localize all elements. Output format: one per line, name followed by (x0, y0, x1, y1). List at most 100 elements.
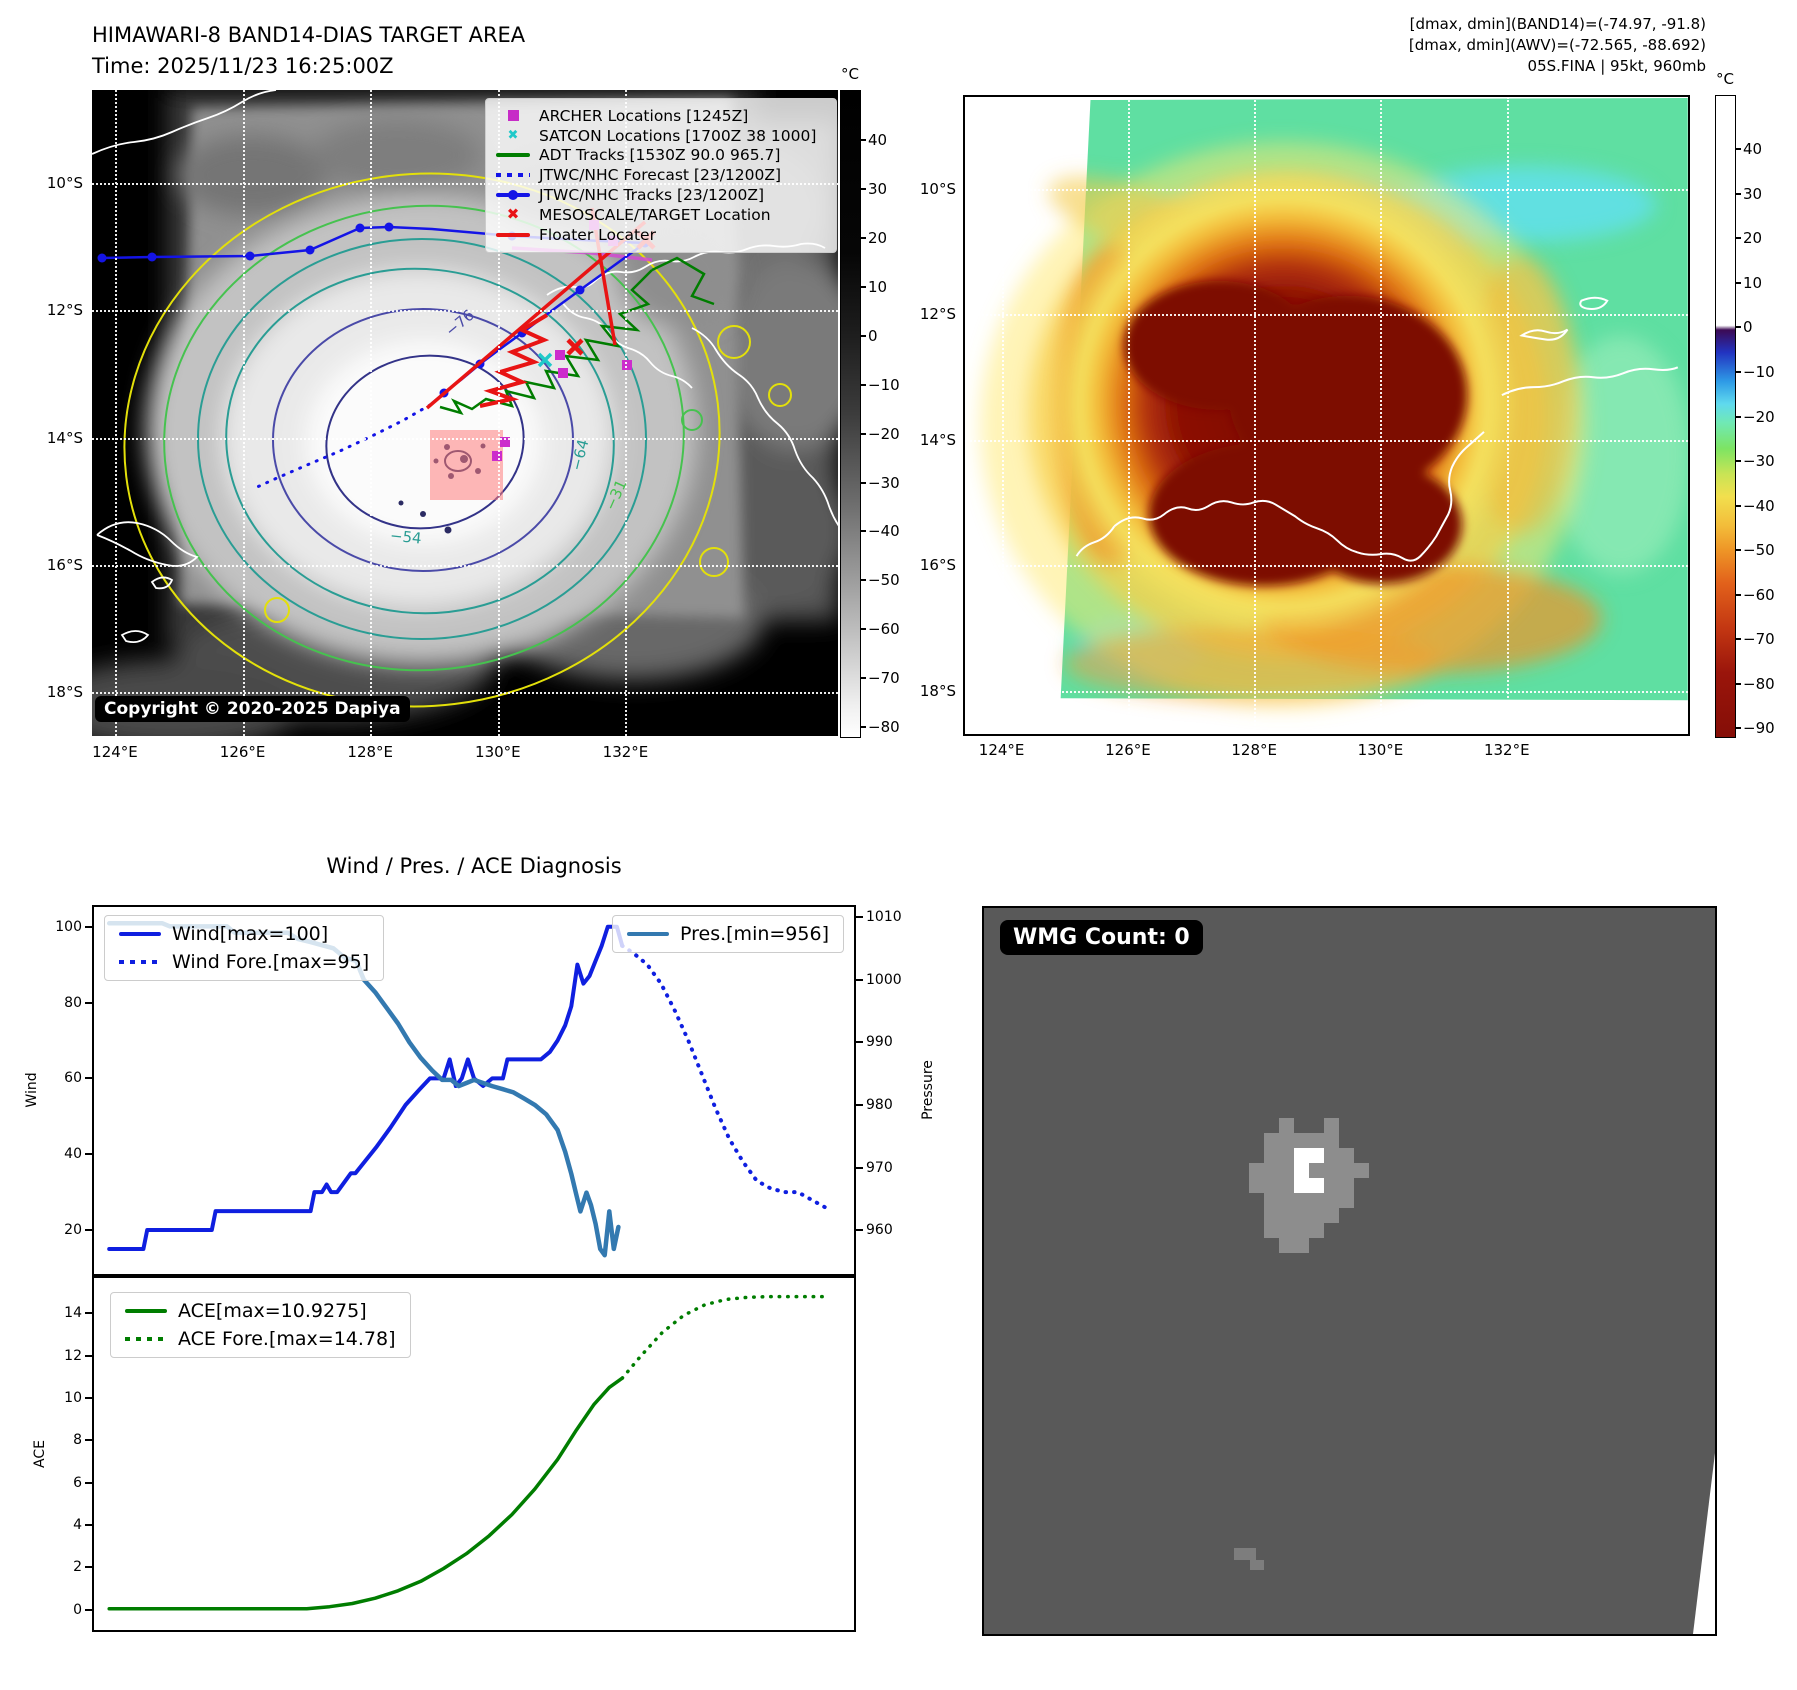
tick-label: 12 (64, 1347, 82, 1364)
legend-swatch (496, 109, 530, 123)
colorbar-tick-mark (860, 236, 866, 239)
tick-mark (85, 925, 93, 928)
colorbar-tick-mark (860, 677, 866, 680)
colorbar-tick-mark (1735, 549, 1741, 552)
storm-info-block: [dmax, dmin](BAND14)=(-74.97, -91.8) [dm… (1409, 14, 1706, 77)
ace-chart: ACE[max=10.9275] ACE Fore.[max=14.78] 0 2 4… (64, 1276, 856, 1632)
wind-pressure-chart: Wind[max=100] Wind Fore.[max=95] Pres.[mi… (55, 905, 902, 1276)
tick-label: 1000 (866, 971, 902, 988)
legend-item: JTWC/NHC Tracks [23/1200Z] (496, 185, 826, 205)
tick-mark (85, 1481, 93, 1484)
tick-mark (85, 1001, 93, 1004)
legend-swatch (119, 927, 161, 941)
colorbar-tick-mark (860, 481, 866, 484)
series-ACE[max=10.9275] (107, 1376, 624, 1611)
colorbar-tick-label: 40 (1743, 140, 1763, 159)
line-swatch (496, 232, 530, 237)
tick-label: 6 (73, 1474, 82, 1491)
colorbar-tick-mark (860, 579, 866, 582)
colorbar-tick-mark (860, 530, 866, 533)
legend-swatch (496, 148, 530, 162)
line-swatch (496, 153, 530, 158)
tick-mark (85, 1524, 93, 1527)
legend-label: MESOSCALE/TARGET Location (539, 205, 771, 224)
y-tick-label: 14°S (46, 428, 83, 447)
legend-label: ADT Tracks [1530Z 90.0 965.7] (539, 146, 781, 165)
tick-label: 10 (64, 1389, 82, 1406)
tick-mark (85, 1153, 93, 1156)
tick-mark (855, 916, 863, 919)
legend-swatch (496, 168, 530, 182)
colorbar-tick-label: −30 (868, 473, 900, 492)
tick-label: 8 (73, 1432, 82, 1449)
tick-mark (855, 978, 863, 981)
colorbar-tick-mark (1735, 504, 1741, 507)
tick-label: 80 (64, 994, 82, 1011)
legend-swatch (627, 927, 669, 941)
legend-label: SATCON Locations [1700Z 38 1000] (539, 126, 817, 145)
awv-colorbar: °C 40 30 20 10 0 −10 −20 −30 −40 −50 −60 −70 −80 −90 (1715, 70, 1775, 738)
legend-label: ACE Fore.[max=14.78] (178, 1328, 396, 1350)
line-swatch (125, 1309, 167, 1313)
band14-map-panel: −76 −64 −54 −31 ARCHER Locations [1245Z]… (47, 90, 838, 761)
colorbar-tick-mark (1735, 192, 1741, 195)
line-swatch (627, 932, 669, 936)
x-tick-label: 124°E (92, 743, 138, 761)
y-tick-label: 10°S (919, 179, 956, 198)
line-swatch (119, 932, 161, 936)
wind-legend: Wind[max=100] Wind Fore.[max=95] (104, 915, 385, 981)
tick-mark (85, 1354, 93, 1357)
awv-satellite-art (965, 97, 1688, 734)
colorbar-tick-label: −90 (1743, 719, 1775, 738)
colorbar-tick-label: −60 (1743, 585, 1775, 604)
y-tick-label: 12°S (919, 305, 956, 324)
legend-swatch (496, 188, 530, 202)
legend-label: ACE[max=10.9275] (178, 1300, 367, 1322)
legend-item: Wind[max=100] (119, 920, 369, 948)
contour-label: −54 (389, 526, 423, 548)
info-awv-range: [dmax, dmin](AWV)=(-72.565, -88.692) (1408, 36, 1706, 54)
tick-label: 980 (866, 1096, 893, 1113)
x-tick-label: 132°E (602, 743, 649, 761)
colorbar-tick-mark (860, 285, 866, 288)
x-tick-label: 128°E (347, 743, 394, 761)
tick-mark (85, 1312, 93, 1315)
colorbar-tick-mark (1735, 148, 1741, 151)
wmg-count-badge: WMG Count: 0 (1000, 920, 1203, 955)
colorbar-tick-label: 10 (868, 277, 888, 296)
x-tick-label: 130°E (475, 743, 521, 761)
colorbar-tick-label: −60 (868, 620, 900, 639)
band14-colorbar: °C 40 30 20 10 0 −10 −20 −30 −40 −50 −60 −70 −80 (840, 65, 900, 738)
colorbar-tick-mark (1735, 460, 1741, 462)
coastlines (1075, 296, 1679, 562)
colorbar-tick-mark (1735, 638, 1741, 641)
wind-axis-label: Wind (24, 1072, 40, 1108)
square-swatch (507, 110, 519, 122)
y-tick-label: 18°S (919, 681, 956, 700)
tick-label: 40 (64, 1146, 82, 1163)
colorbar-tick-label: −10 (868, 375, 900, 394)
tick-label: 0 (73, 1601, 82, 1618)
tick-mark (85, 1566, 93, 1569)
dotted-swatch (119, 960, 161, 964)
legend-item: ADT Tracks [1530Z 90.0 965.7] (496, 146, 826, 166)
pressure-legend: Pres.[min=956] (612, 915, 844, 953)
x-tick-label: 126°E (1105, 741, 1151, 759)
legend-item: Floater Locater (496, 225, 826, 245)
colorbar-tick-label: 40 (868, 130, 888, 149)
y-tick-label: 16°S (919, 556, 956, 575)
info-storm-id: 05S.FINA | 95kt, 960mb (1527, 57, 1706, 75)
page-title: HIMAWARI-8 BAND14-DIAS TARGET AREA (92, 23, 526, 47)
tick-label: 2 (73, 1559, 82, 1576)
wmg-cluster-core (1294, 1148, 1324, 1193)
tick-mark (85, 1439, 93, 1442)
dotted-swatch (125, 1337, 167, 1341)
legend-label: Wind[max=100] (172, 923, 329, 945)
colorbar-tick-label: 10 (1743, 273, 1763, 292)
tick-mark (855, 1166, 863, 1169)
colorbar-tick-label: −70 (1743, 630, 1775, 649)
wmg-detection-art (1234, 1118, 1715, 1634)
ace-legend: ACE[max=10.9275] ACE Fore.[max=14.78] (110, 1292, 411, 1358)
legend-swatch (496, 228, 530, 242)
series-ACE Fore.[max=14.78] (620, 1294, 830, 1380)
